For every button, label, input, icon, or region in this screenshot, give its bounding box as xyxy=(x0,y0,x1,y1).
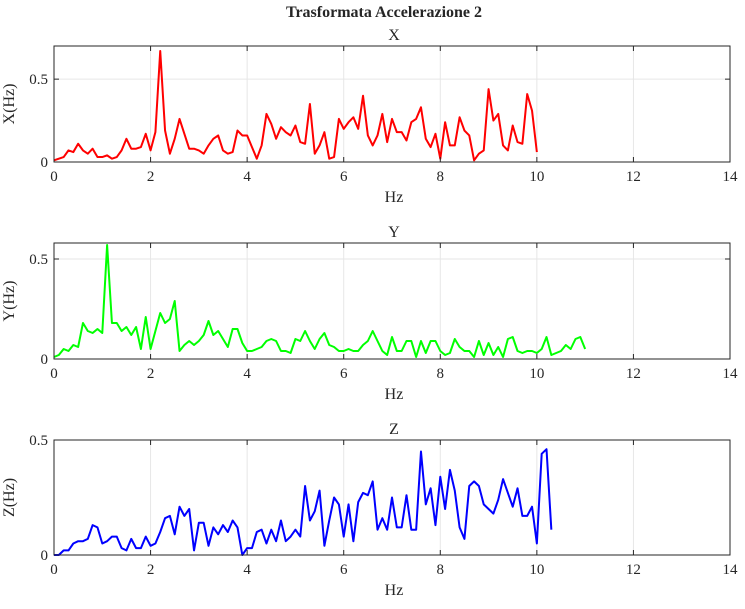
chart-0-xtick-label-3: 6 xyxy=(340,169,348,185)
chart-2-ylabel: Z(Hz) xyxy=(1,478,18,517)
chart-2-xtick-label-7: 14 xyxy=(723,562,739,578)
chart-0-xtick-label-7: 14 xyxy=(723,169,739,185)
chart-1-ytick-label-0: 0 xyxy=(41,352,49,368)
chart-2-xlabel: Hz xyxy=(385,582,404,599)
chart-1-plot-area xyxy=(54,243,730,359)
chart-0-plot-area xyxy=(54,46,730,162)
chart-1-xtick-label-5: 10 xyxy=(529,366,544,382)
chart-2-ytick-label-0: 0 xyxy=(41,548,49,564)
chart-2-xtick-label-4: 8 xyxy=(437,562,445,578)
chart-1-ytick-label-1: 0.5 xyxy=(29,252,48,268)
chart-2-xtick-label-6: 12 xyxy=(626,562,641,578)
chart-2-axes-box xyxy=(53,439,731,556)
chart-0-xtick-label-0: 0 xyxy=(50,169,58,185)
chart-0-series-line xyxy=(53,49,538,162)
chart-0-xtick-label-1: 2 xyxy=(147,169,155,185)
chart-0-axes-box xyxy=(53,45,731,163)
chart-1-xtick-label-2: 4 xyxy=(243,366,251,382)
chart-1-xtick-label-3: 6 xyxy=(340,366,348,382)
figure-title: Trasformata Accelerazione 2 xyxy=(286,4,482,21)
chart-2-xtick-label-0: 0 xyxy=(50,562,58,578)
chart-1-axes-box xyxy=(53,242,731,360)
chart-2-xtick-label-3: 6 xyxy=(340,562,348,578)
chart-0-ytick-label-0: 0 xyxy=(41,155,49,171)
chart-1-xtick-label-1: 2 xyxy=(147,366,155,382)
chart-1-xtick-label-7: 14 xyxy=(723,366,739,382)
chart-2-series-line xyxy=(54,448,553,556)
chart-0-title: X xyxy=(388,27,400,44)
chart-1-ylabel: Y(Hz) xyxy=(1,281,18,322)
chart-1-xtick-label-6: 12 xyxy=(626,366,641,382)
chart-1-title: Y xyxy=(388,224,400,241)
chart-0-ylabel: X(Hz) xyxy=(1,84,18,125)
chart-1-xlabel: Hz xyxy=(385,386,404,403)
chart-2-xtick-label-5: 10 xyxy=(529,562,544,578)
chart-0-xtick-label-4: 8 xyxy=(437,169,445,185)
chart-0-xtick-label-6: 12 xyxy=(626,169,641,185)
chart-2-xtick-label-2: 4 xyxy=(243,562,251,578)
chart-0-xtick-label-5: 10 xyxy=(529,169,544,185)
chart-2-title: Z xyxy=(389,421,399,438)
chart-0-ytick-label-1: 0.5 xyxy=(29,72,48,88)
chart-1-xtick-label-0: 0 xyxy=(50,366,58,382)
chart-2-xtick-label-1: 2 xyxy=(147,562,155,578)
chart-0-xlabel: Hz xyxy=(385,189,404,206)
chart-1-series-line xyxy=(53,244,587,358)
chart-0-xtick-label-2: 4 xyxy=(243,169,251,185)
chart-1-xtick-label-4: 8 xyxy=(437,366,445,382)
chart-2-ytick-label-1: 0.5 xyxy=(29,433,48,449)
